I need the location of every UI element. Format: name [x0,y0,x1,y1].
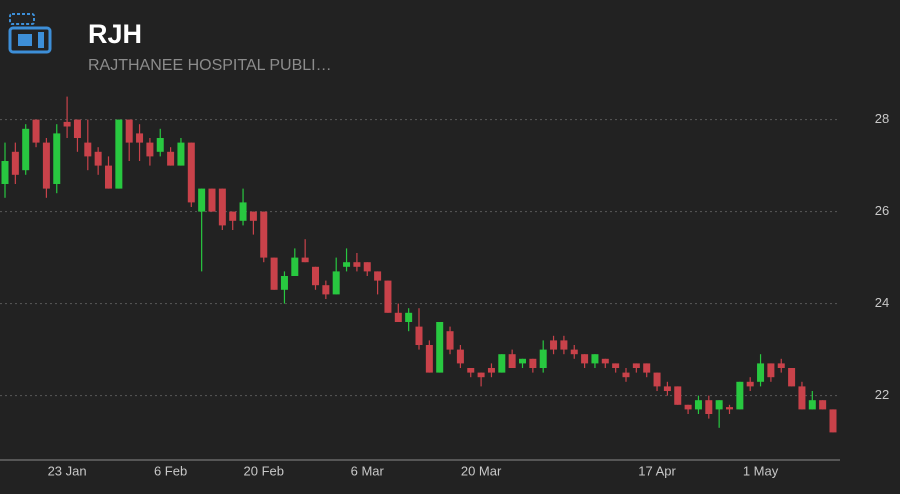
candle-body [167,151,175,166]
candle-body [736,381,744,410]
candle-body [436,322,444,373]
candle-body [519,358,526,364]
candle-body [280,276,288,290]
candle-body [353,262,361,267]
candle-body [94,151,102,166]
candle-body [84,142,92,157]
candle-body [487,368,495,373]
candle-body [42,142,50,189]
candle-body [674,386,682,405]
candle-body [239,202,247,221]
candle-body [198,188,206,212]
candle-body [705,400,713,414]
candle-body [115,119,123,189]
candle-body [632,363,640,368]
candle-body [715,400,723,410]
candle-body [777,363,785,368]
candle-body [105,165,112,189]
x-tick-label: 6 Mar [351,463,385,478]
candle-body [746,381,754,387]
candle-body [508,354,516,368]
logo-icon [8,13,52,54]
candle-body [301,257,309,263]
candle-body [73,119,81,138]
candle-body [291,257,299,276]
candle-body [684,404,692,410]
candle-body [539,349,547,368]
candle-body [477,372,485,378]
candle-body [322,285,330,295]
candle-body [550,340,558,350]
candle-body [560,340,568,350]
plot-area [0,96,840,433]
candle-body [405,312,413,322]
candle-body [694,400,702,410]
candle-body [829,409,837,433]
candle-body [63,121,71,127]
chart-subtitle: RAJTHANEE HOSPITAL PUBLI… [88,57,332,74]
candle-body [343,262,351,267]
candle-body [757,363,765,382]
y-tick-label: 24 [875,295,889,310]
candle-body [570,349,578,355]
x-tick-label: 20 Feb [244,463,284,478]
candle-body [312,266,319,286]
candle-body [218,188,226,226]
candle-body [726,407,733,410]
candle-body [53,133,61,184]
candle-body [260,211,268,258]
candle-body [363,262,371,272]
candle-body [1,161,9,184]
chart-title: RJH [88,19,142,49]
candle-body [498,354,506,373]
candle-body [177,142,185,166]
candle-body [581,354,589,364]
x-tick-label: 6 Feb [154,463,187,478]
candle-body [456,349,464,364]
candle-body [819,400,827,410]
candle-body [798,386,806,410]
candle-body [612,363,620,368]
candle-body [384,280,392,313]
candle-body [394,312,402,322]
candle-body [229,211,237,221]
x-tick-label: 23 Jan [48,463,87,478]
candle-body [622,372,630,378]
candle-body [467,368,475,373]
candle-body [156,138,164,152]
candle-body [808,400,816,410]
y-tick-label: 26 [875,203,889,218]
candle-body [136,133,144,143]
candle-body [788,368,796,387]
candle-body [767,363,775,378]
candle-body [415,326,423,345]
candle-body [146,142,154,157]
y-tick-label: 28 [875,111,889,126]
candle-body [529,358,537,368]
candle-body [11,151,19,175]
y-tick-label: 22 [875,387,889,402]
candle-body [125,119,133,143]
candle-body [187,142,195,203]
candle-body [425,345,433,373]
candle-body [208,188,216,212]
candle-body [653,372,661,387]
candle-body [601,358,609,364]
candle-body [270,257,278,290]
x-tick-label: 1 May [743,463,779,478]
candle-body [643,363,651,373]
x-tick-label: 17 Apr [638,463,676,478]
x-tick-label: 20 Mar [461,463,502,478]
candle-body [446,331,454,350]
candle-body [374,271,382,281]
candle-body [591,354,599,364]
candle-body [32,119,40,143]
candle-body [22,128,30,171]
candle-body [663,386,671,391]
candle-body [249,211,257,221]
candle-body [332,271,340,295]
